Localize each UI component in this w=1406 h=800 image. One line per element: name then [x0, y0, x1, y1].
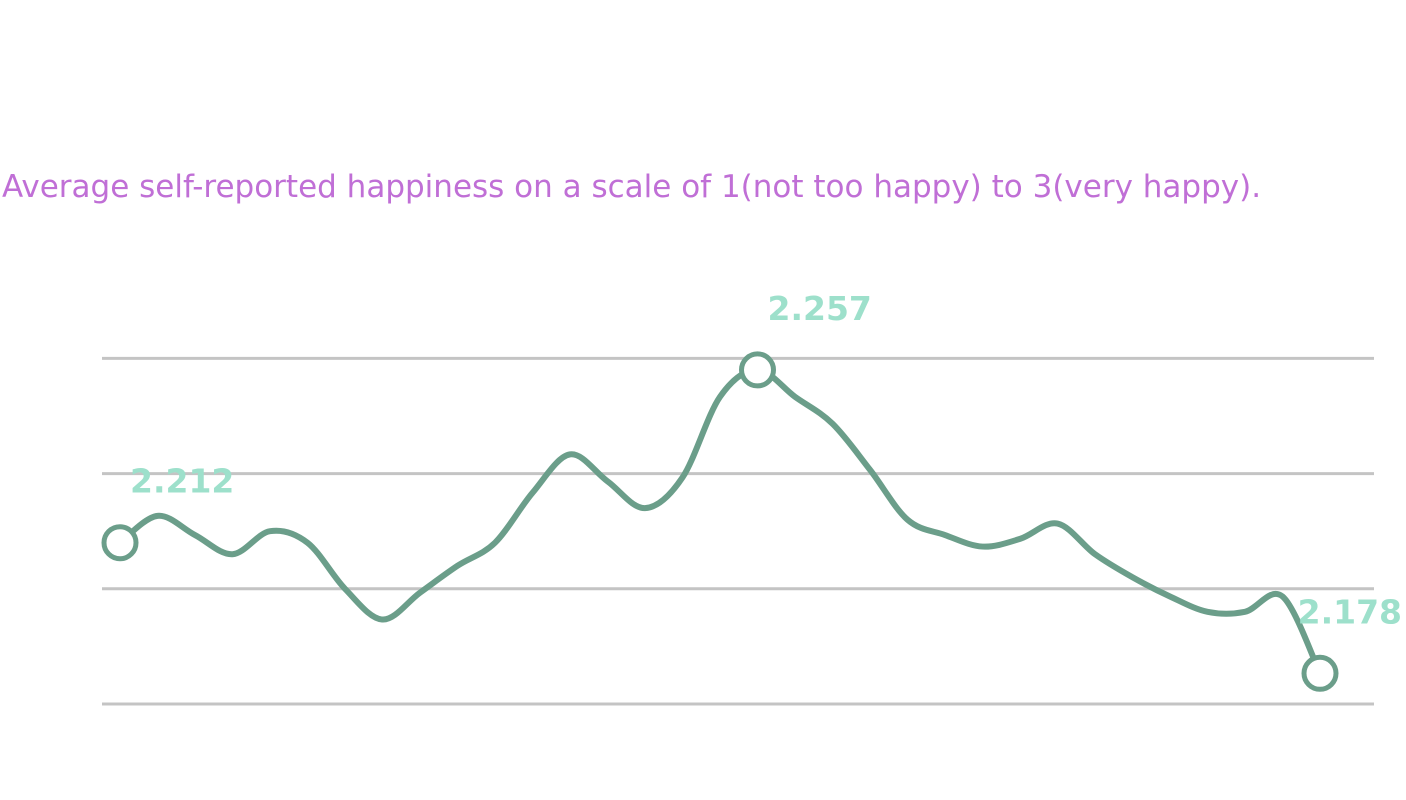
- chart-subtitle: Average self-reported happiness on a sca…: [2, 169, 1262, 205]
- data-point-marker: [739, 351, 776, 389]
- data-labels-layer: 2.212 2.257 2.178: [130, 289, 1402, 631]
- data-point-marker: [1301, 654, 1339, 692]
- data-label: 2.212: [130, 462, 234, 501]
- markers-layer: [101, 351, 1339, 692]
- data-point-marker: [101, 524, 139, 562]
- gridlines: [102, 356, 1374, 706]
- data-label: 2.178: [1298, 592, 1402, 631]
- series-layer: [117, 366, 1323, 677]
- series-line: [117, 366, 1323, 677]
- data-label: 2.257: [768, 289, 872, 328]
